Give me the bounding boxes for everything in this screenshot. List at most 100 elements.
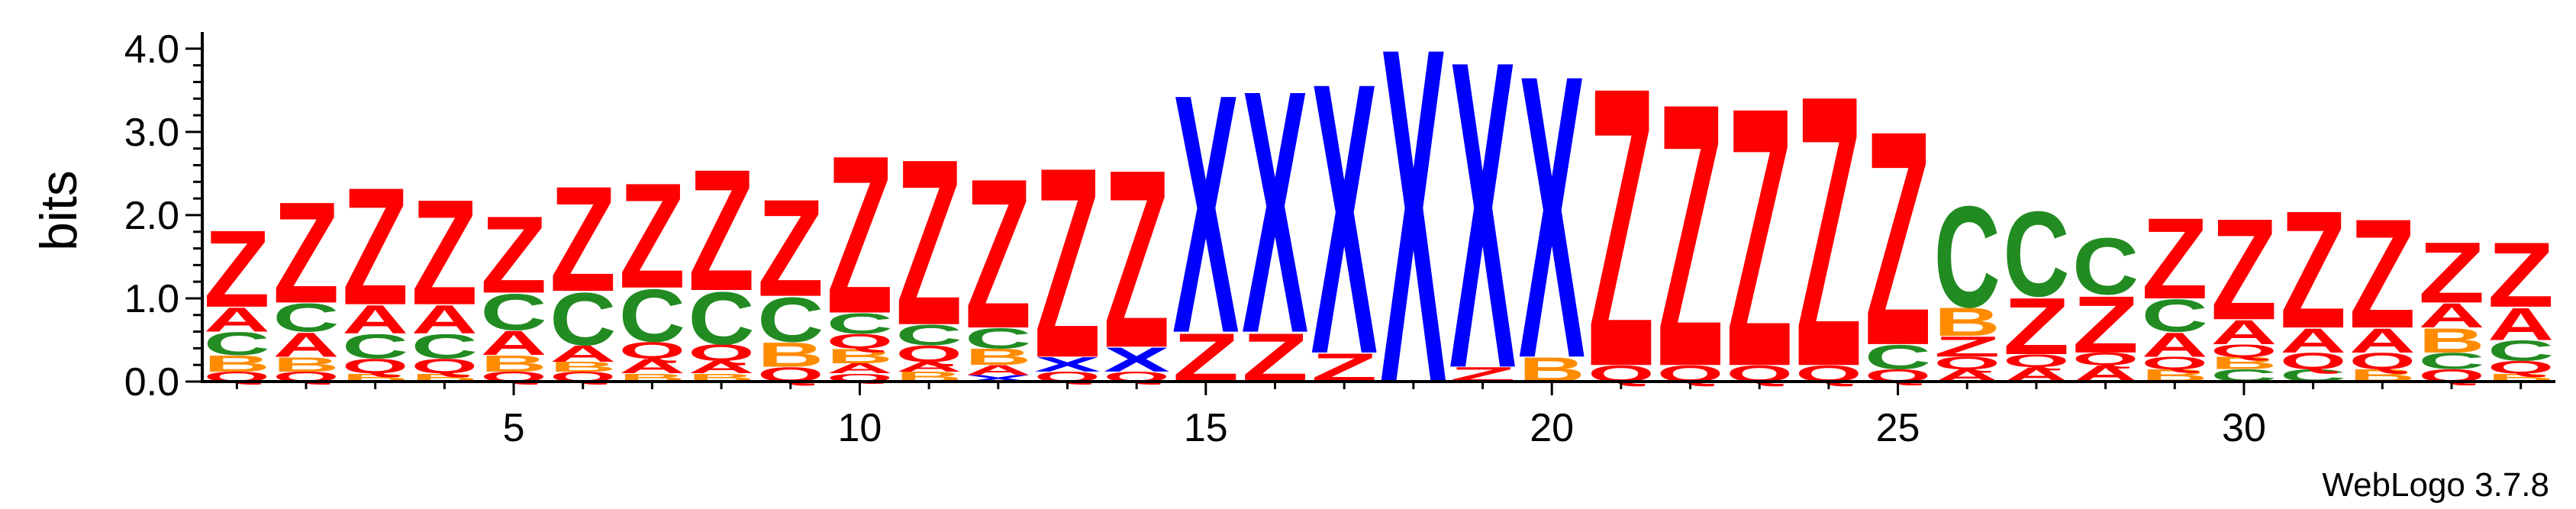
logo-letter: A bbox=[965, 362, 1031, 378]
logo-letter: Z bbox=[2142, 195, 2208, 324]
x-tick-label: 5 bbox=[503, 406, 525, 450]
logo-letter: Z bbox=[550, 156, 616, 324]
logo-letter: Z bbox=[1034, 112, 1101, 415]
logo-letter: Z bbox=[204, 208, 270, 330]
logo-letter: X bbox=[1242, 18, 1309, 405]
logo-letter: A bbox=[827, 361, 893, 376]
logo-letter: A bbox=[550, 340, 616, 366]
logo-letter: A bbox=[2210, 314, 2277, 352]
logo-letter: C bbox=[2418, 348, 2484, 374]
logo-letter: A bbox=[2349, 321, 2416, 359]
logo-letter: A bbox=[2280, 321, 2346, 359]
letter-stack: QXZ bbox=[1034, 112, 1101, 415]
logo-letter: Z bbox=[2210, 188, 2277, 350]
logo-letter: C bbox=[688, 276, 755, 360]
logo-letter: Z bbox=[2349, 187, 2416, 362]
logo-letter: Z bbox=[1657, 25, 1723, 445]
letter-stacks: QBCAZQBACZBQCAZBQCAZQBACZQBACZBAQCZBAQCZ… bbox=[204, 0, 2554, 484]
logo-letter: Q bbox=[2349, 349, 2416, 375]
logo-letter: Q bbox=[688, 340, 755, 366]
logo-letter: Z bbox=[688, 134, 755, 327]
logo-letter: X bbox=[1172, 23, 1240, 404]
y-ticks: 0.0 1.0 2.0 3.0 4.0 bbox=[124, 27, 202, 404]
logo-letter: Z bbox=[757, 170, 824, 326]
logo-letter: Z bbox=[1865, 66, 1931, 409]
logo-letter: A bbox=[688, 358, 755, 377]
logo-letter: Q bbox=[896, 341, 962, 367]
letter-stack: ZX bbox=[1172, 23, 1240, 404]
logo-letter: Z bbox=[965, 135, 1031, 374]
logo-letter: Q bbox=[2142, 353, 2208, 372]
x-tick-label: 30 bbox=[2222, 406, 2266, 450]
letter-stack: BX bbox=[1519, 0, 1586, 443]
logo-letter: C bbox=[619, 274, 685, 358]
logo-letter: C bbox=[550, 277, 616, 361]
logo-letter: A bbox=[481, 324, 547, 362]
logo-letter: Z bbox=[2280, 176, 2346, 364]
x-tick-label: 25 bbox=[1876, 406, 1920, 450]
logo-letter: B bbox=[2418, 321, 2484, 359]
logo-letter: Z bbox=[1934, 331, 2001, 363]
y-tick-label: 2.0 bbox=[124, 194, 179, 238]
logo-letter: A bbox=[411, 297, 478, 342]
logo-letter: C bbox=[2072, 221, 2139, 312]
logo-letter: Q bbox=[342, 355, 408, 378]
logo-letter: C bbox=[272, 295, 339, 340]
logo-letter: Q bbox=[2003, 351, 2069, 370]
y-tick-label: 0.0 bbox=[124, 360, 179, 404]
logo-letter: Z bbox=[619, 152, 685, 320]
logo-letter: A bbox=[619, 354, 685, 378]
logo-letter: Z bbox=[342, 153, 408, 340]
logo-letter: C bbox=[896, 319, 962, 351]
letter-stack: X bbox=[1380, 0, 1447, 484]
logo-letter: Z bbox=[481, 194, 547, 317]
logo-letter: X bbox=[1104, 340, 1170, 379]
y-axis-label: bits bbox=[30, 170, 88, 251]
y-tick-label: 4.0 bbox=[124, 27, 179, 72]
letter-stack: ZX bbox=[1449, 0, 1517, 460]
logo-letter: A bbox=[2487, 298, 2554, 350]
logo-letter: B bbox=[204, 350, 270, 376]
logo-letter: C bbox=[411, 327, 478, 366]
logo-letter: Z bbox=[896, 111, 962, 375]
logo-letter: A bbox=[2418, 297, 2484, 335]
logo-letter: Z bbox=[2487, 224, 2554, 327]
logo-letter: Q bbox=[1934, 353, 2001, 372]
logo-letter: C bbox=[1934, 176, 2001, 337]
logo-letter: C bbox=[965, 322, 1031, 354]
x-ticks: 5 10 15 20 25 30 bbox=[235, 382, 2523, 450]
logo-letter: X bbox=[1380, 0, 1447, 484]
letter-stack: ZX bbox=[1242, 18, 1309, 405]
logo-letter: Z bbox=[1795, 14, 1862, 446]
logo-letter: Z bbox=[2418, 224, 2484, 321]
logo-letter: Z bbox=[411, 169, 478, 337]
logo-letter: B bbox=[827, 344, 893, 368]
logo-letter: Q bbox=[411, 355, 478, 378]
logo-letter: Q bbox=[2072, 350, 2139, 369]
y-tick-label: 1.0 bbox=[124, 277, 179, 321]
logo-letter: A bbox=[204, 301, 270, 339]
logo-letter: Q bbox=[619, 337, 685, 363]
logo-letter: C bbox=[2003, 185, 2069, 321]
logo-letter: B bbox=[272, 353, 339, 376]
logo-letter: Q bbox=[827, 330, 893, 353]
weblogo-credit: WebLogo 3.7.8 bbox=[2322, 466, 2549, 504]
logo-letter: Z bbox=[1726, 31, 1793, 443]
logo-letter: C bbox=[757, 284, 824, 355]
logo-letter: X bbox=[1311, 2, 1378, 435]
logo-letter: Z bbox=[2072, 279, 2139, 370]
logo-letter: Z bbox=[827, 109, 893, 361]
